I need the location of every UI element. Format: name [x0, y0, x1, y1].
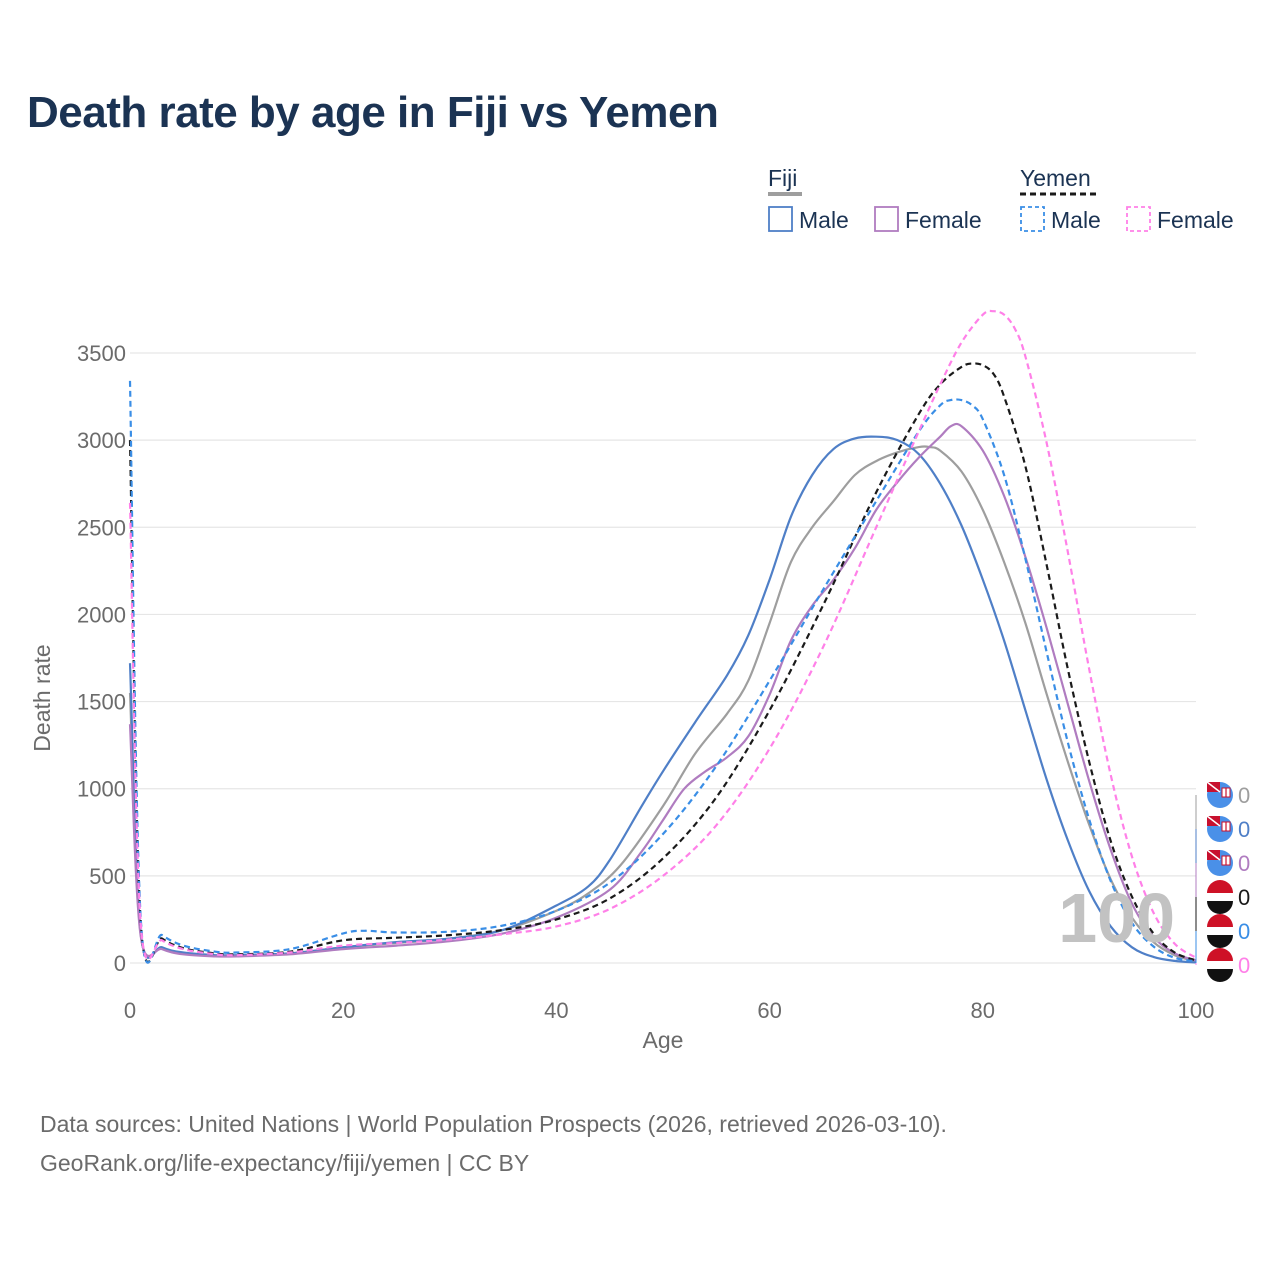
- x-tick-label: 0: [124, 998, 136, 1023]
- legend-swatch: [1126, 206, 1151, 232]
- flag-cross: [1206, 849, 1221, 861]
- y-tick-label: 1500: [77, 690, 126, 715]
- x-tick-label: 80: [971, 998, 995, 1023]
- series-line-yemen-female: [128, 309, 1197, 961]
- legend-item-label: Male: [1051, 207, 1101, 233]
- fiji-flag-icon: [1206, 815, 1233, 842]
- flag-black-band: [1207, 969, 1233, 982]
- flag-red-band: [1207, 880, 1233, 893]
- y-tick-label: 500: [89, 864, 126, 889]
- flag-cross: [1206, 815, 1221, 827]
- y-tick-label: 0: [114, 951, 126, 976]
- x-tick-label: 60: [757, 998, 781, 1023]
- series-line-fiji-total: [128, 445, 1197, 963]
- footer: Data sources: United Nations | World Pop…: [40, 1105, 947, 1183]
- y-tick-label: 3000: [77, 428, 126, 453]
- y-tick-label: 2500: [77, 515, 126, 540]
- end-labels: 0 0 0 0 0 0: [1195, 781, 1250, 982]
- legend-swatch: [874, 206, 899, 232]
- series-line-fiji-male: [128, 435, 1197, 964]
- flag-red-band: [1207, 914, 1233, 927]
- flag-black-band: [1207, 901, 1233, 914]
- year-watermark: 100: [1058, 879, 1175, 957]
- end-label-value: 0: [1238, 953, 1250, 978]
- legend-swatch: [1020, 206, 1045, 232]
- legend-item-label: Female: [905, 207, 982, 233]
- flag-red-band: [1207, 948, 1233, 961]
- series-line-yemen-male: [128, 380, 1197, 964]
- page-title: Death rate by age in Fiji vs Yemen: [27, 88, 719, 137]
- flag-cross: [1206, 781, 1221, 793]
- legend-country-label: Yemen: [1020, 165, 1091, 191]
- y-tick-label: 3500: [77, 341, 126, 366]
- end-label-value: 0: [1238, 885, 1250, 910]
- series-line-fiji-female: [128, 422, 1197, 962]
- yemen-flag-icon: [1207, 880, 1233, 914]
- fiji-flag-icon: [1206, 781, 1233, 808]
- y-tick-label: 1000: [77, 777, 126, 802]
- y-axis-label: Death rate: [29, 644, 55, 751]
- legend-swatch: [768, 206, 793, 232]
- end-label-value: 0: [1238, 783, 1250, 808]
- axes: Age Death rate: [29, 644, 683, 1053]
- flag-black-band: [1207, 935, 1233, 948]
- x-tick-label: 40: [544, 998, 568, 1023]
- legend-item-label: Female: [1157, 207, 1234, 233]
- series-line-yemen-total: [128, 362, 1197, 964]
- yemen-flag-icon: [1207, 948, 1233, 982]
- end-label-value: 0: [1238, 851, 1250, 876]
- x-tick-label: 20: [331, 998, 355, 1023]
- credit-link[interactable]: GeoRank.org/life-expectancy/fiji/yemen |…: [40, 1150, 530, 1176]
- yemen-flag-icon: [1207, 914, 1233, 948]
- end-label-value: 0: [1238, 919, 1250, 944]
- data-source-note: Data sources: United Nations | World Pop…: [40, 1111, 947, 1137]
- series-lines: [128, 309, 1197, 964]
- fiji-flag-icon: [1206, 849, 1233, 876]
- gridlines: 0 500 1000 1500 2000 2500 3000 3500 0 20 40 60 80 100: [77, 341, 1214, 1023]
- y-tick-label: 2000: [77, 602, 126, 627]
- legend-country-label: Fiji: [768, 165, 797, 191]
- x-tick-label: 100: [1178, 998, 1215, 1023]
- end-label-value: 0: [1238, 817, 1250, 842]
- legend-item-label: Male: [799, 207, 849, 233]
- x-axis-label: Age: [643, 1027, 684, 1053]
